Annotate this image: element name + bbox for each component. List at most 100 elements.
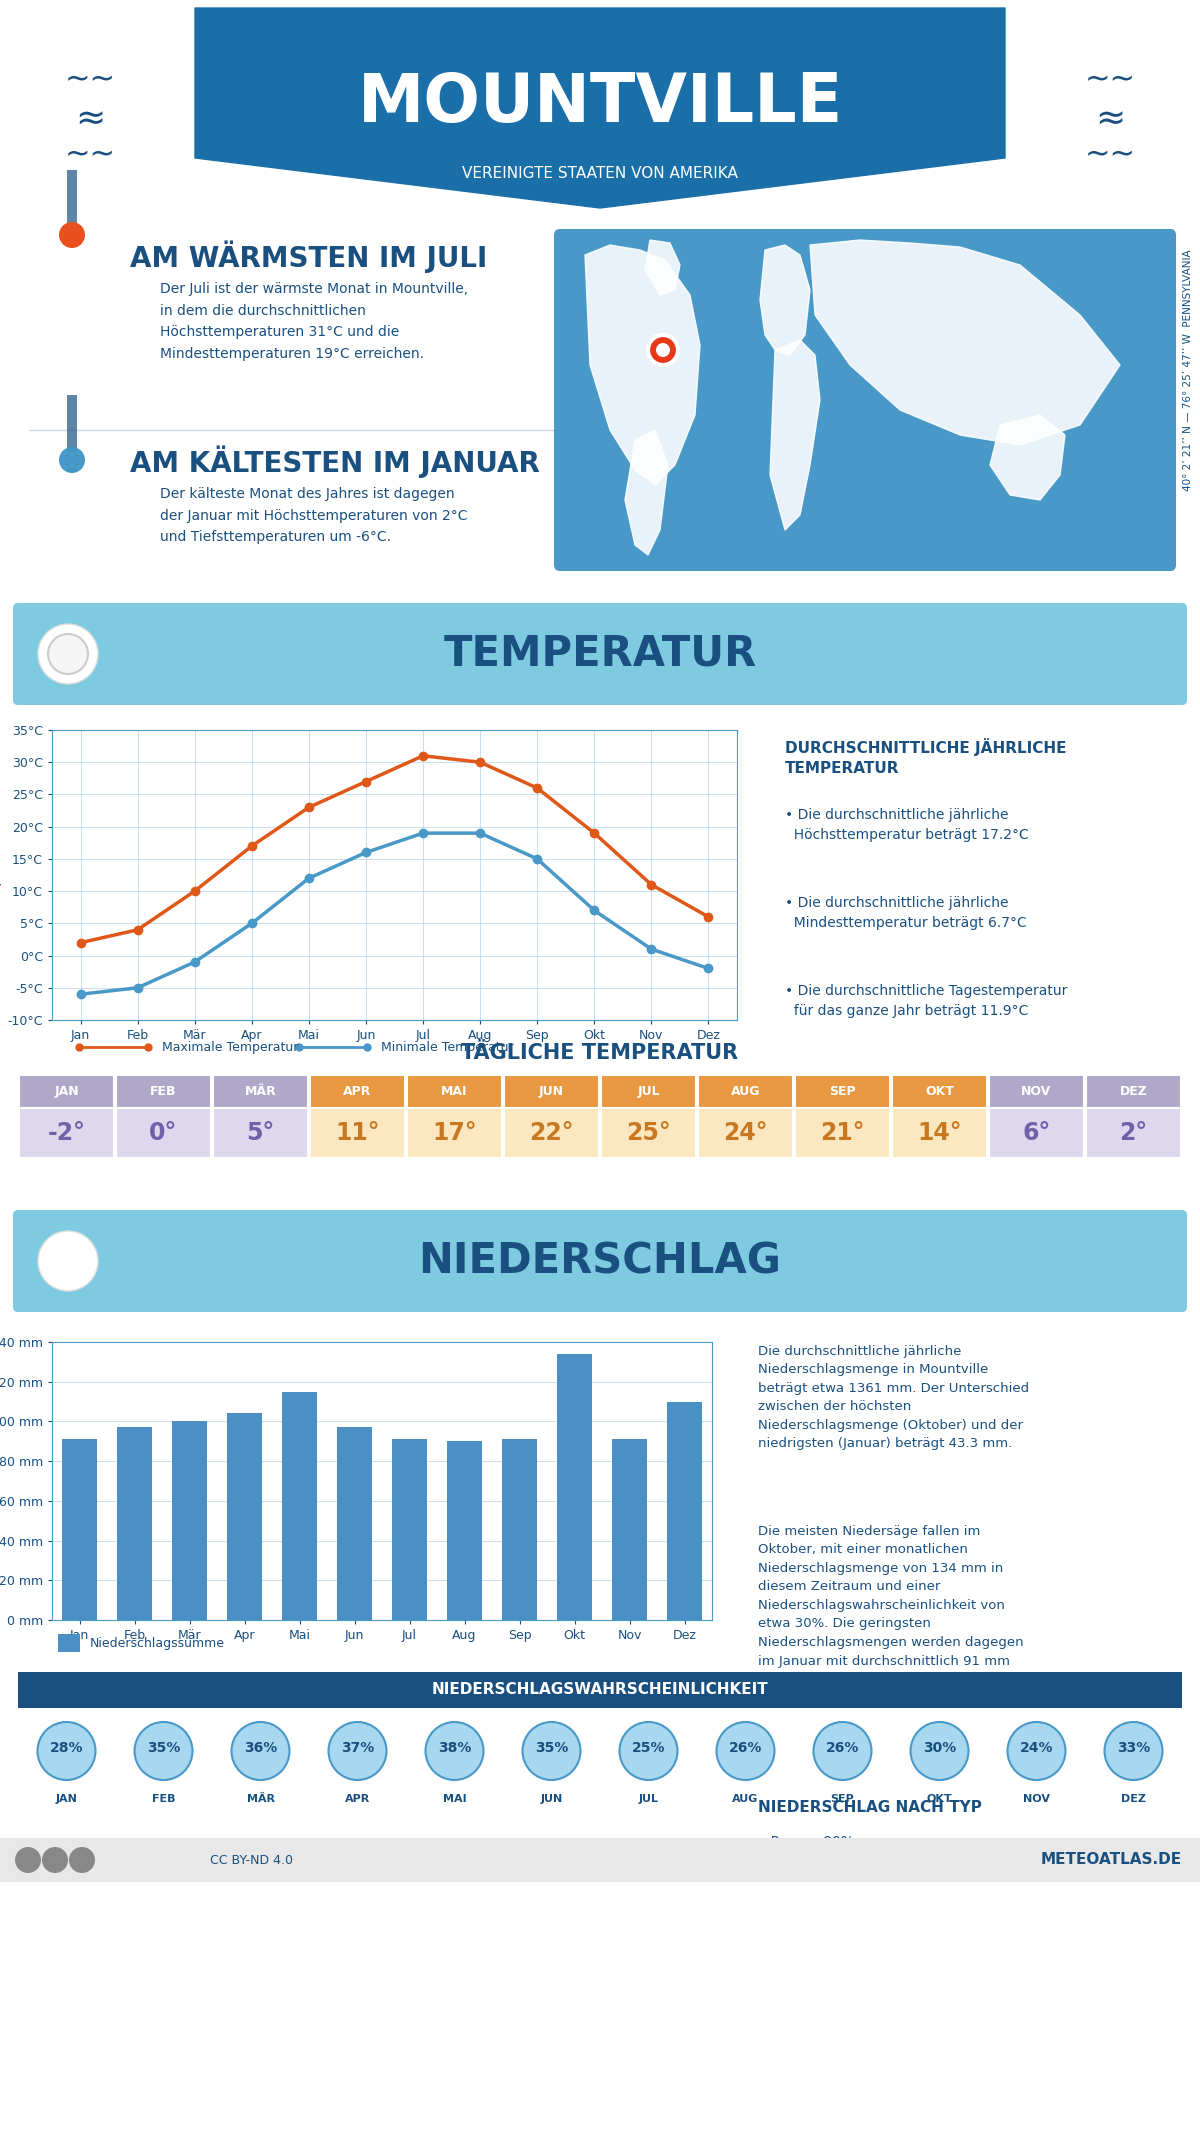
Bar: [67, 396, 77, 456]
Text: APR: APR: [343, 1085, 372, 1098]
Text: 24%: 24%: [1020, 1742, 1054, 1755]
FancyBboxPatch shape: [13, 1209, 1187, 1312]
Text: ∼∼: ∼∼: [1085, 66, 1135, 94]
Text: NIEDERSCHLAGSWAHRSCHEINLICHKEIT: NIEDERSCHLAGSWAHRSCHEINLICHKEIT: [432, 1682, 768, 1697]
Text: • Die durchschnittliche Tagestemperatur
  für das ganze Jahr beträgt 11.9°C: • Die durchschnittliche Tagestemperatur …: [785, 984, 1067, 1016]
Circle shape: [814, 1723, 871, 1780]
Y-axis label: Temperatur: Temperatur: [0, 839, 2, 912]
Bar: [504, 1074, 599, 1109]
Circle shape: [426, 1723, 484, 1780]
Text: TEMPERATUR: TEMPERATUR: [443, 633, 757, 674]
Bar: [61, 1440, 97, 1620]
Circle shape: [648, 336, 678, 366]
Text: 25%: 25%: [631, 1742, 665, 1755]
Text: 14°: 14°: [917, 1121, 962, 1145]
Bar: [407, 1074, 502, 1109]
Text: • Die durchschnittliche jährliche
  Mindesttemperatur beträgt 6.7°C: • Die durchschnittliche jährliche Mindes…: [785, 897, 1027, 929]
Bar: [282, 1391, 317, 1620]
Bar: [601, 1109, 696, 1158]
Text: 17°: 17°: [432, 1121, 476, 1145]
Text: FEB: FEB: [151, 1793, 175, 1804]
Text: 30%: 30%: [923, 1742, 956, 1755]
Polygon shape: [586, 244, 700, 486]
Text: Minimale Temperatur: Minimale Temperatur: [380, 1040, 514, 1053]
Circle shape: [1104, 1723, 1163, 1780]
Circle shape: [38, 625, 98, 685]
Text: Die durchschnittliche jährliche
Niederschlagsmenge in Mountville
beträgt etwa 13: Die durchschnittliche jährliche Niedersc…: [758, 1346, 1030, 1451]
Bar: [116, 1109, 211, 1158]
Text: AM KÄLTESTEN IM JANUAR: AM KÄLTESTEN IM JANUAR: [130, 445, 540, 477]
Text: MÄR: MÄR: [246, 1793, 275, 1804]
Circle shape: [716, 1723, 774, 1780]
Text: 11°: 11°: [335, 1121, 380, 1145]
Bar: [0, 1838, 1200, 1881]
Text: 35%: 35%: [535, 1742, 568, 1755]
Text: Die meisten Niedersäge fallen im
Oktober, mit einer monatlichen
Niederschlagsmen: Die meisten Niedersäge fallen im Oktober…: [758, 1526, 1024, 1703]
Text: • Die durchschnittliche jährliche
  Höchsttemperatur beträgt 17.2°C: • Die durchschnittliche jährliche Höchst…: [785, 809, 1028, 841]
Circle shape: [232, 1723, 289, 1780]
Text: 22°: 22°: [529, 1121, 574, 1145]
Bar: [67, 169, 77, 229]
Text: 5°: 5°: [246, 1121, 275, 1145]
Bar: [989, 1074, 1084, 1109]
Text: -2°: -2°: [48, 1121, 85, 1145]
Polygon shape: [194, 9, 1006, 208]
Bar: [557, 1355, 593, 1620]
Text: OKT: OKT: [926, 1793, 953, 1804]
Bar: [698, 1109, 793, 1158]
Text: 28%: 28%: [49, 1742, 83, 1755]
Bar: [601, 1074, 696, 1109]
Bar: [310, 1074, 406, 1109]
Polygon shape: [770, 340, 820, 531]
Text: VEREINIGTE STAATEN VON AMERIKA: VEREINIGTE STAATEN VON AMERIKA: [462, 165, 738, 180]
Text: DEZ: DEZ: [1120, 1085, 1147, 1098]
Bar: [407, 1109, 502, 1158]
Text: 25°: 25°: [626, 1121, 671, 1145]
Bar: [892, 1074, 986, 1109]
Text: APR: APR: [344, 1793, 370, 1804]
Bar: [116, 1074, 211, 1109]
Text: ≈: ≈: [1094, 103, 1126, 137]
Bar: [796, 1109, 890, 1158]
Bar: [116, 1427, 152, 1620]
Text: 36%: 36%: [244, 1742, 277, 1755]
Text: 26%: 26%: [826, 1742, 859, 1755]
Text: Der kälteste Monat des Jahres ist dagegen
der Januar mit Höchsttemperaturen von : Der kälteste Monat des Jahres ist dagege…: [160, 488, 468, 544]
Circle shape: [329, 1723, 386, 1780]
Text: 26%: 26%: [728, 1742, 762, 1755]
Text: SEP: SEP: [830, 1793, 854, 1804]
Polygon shape: [760, 244, 810, 355]
Text: DEZ: DEZ: [1121, 1793, 1146, 1804]
Text: JAN: JAN: [55, 1793, 78, 1804]
Circle shape: [26, 1220, 110, 1303]
Text: SEP: SEP: [829, 1085, 856, 1098]
Text: TÄGLICHE TEMPERATUR: TÄGLICHE TEMPERATUR: [462, 1042, 738, 1064]
Text: FEB: FEB: [150, 1085, 176, 1098]
Text: 0°: 0°: [149, 1121, 178, 1145]
Text: NIEDERSCHLAG NACH TYP: NIEDERSCHLAG NACH TYP: [758, 1800, 982, 1815]
Text: 24°: 24°: [724, 1121, 768, 1145]
Bar: [504, 1109, 599, 1158]
Polygon shape: [810, 240, 1120, 445]
Text: JUL: JUL: [638, 1793, 659, 1804]
Bar: [502, 1440, 538, 1620]
Text: JUN: JUN: [539, 1085, 564, 1098]
Bar: [310, 1109, 406, 1158]
Circle shape: [48, 633, 88, 674]
Polygon shape: [646, 240, 680, 295]
Circle shape: [70, 1847, 95, 1872]
Text: 40° 2’ 21’’ N — 76° 25’ 47’’ W  PENNSYLVANIA: 40° 2’ 21’’ N — 76° 25’ 47’’ W PENNSYLVA…: [1183, 248, 1193, 490]
Circle shape: [42, 1847, 68, 1872]
FancyBboxPatch shape: [13, 603, 1187, 704]
Text: Niederschlagssumme: Niederschlagssumme: [90, 1637, 224, 1650]
Text: MAI: MAI: [443, 1793, 467, 1804]
Bar: [227, 1415, 263, 1620]
Circle shape: [656, 342, 670, 357]
Text: JUL: JUL: [637, 1085, 660, 1098]
Circle shape: [14, 1847, 41, 1872]
Bar: [19, 1109, 114, 1158]
Bar: [612, 1440, 647, 1620]
Text: OKT: OKT: [925, 1085, 954, 1098]
Circle shape: [1008, 1723, 1066, 1780]
Bar: [337, 1427, 372, 1620]
